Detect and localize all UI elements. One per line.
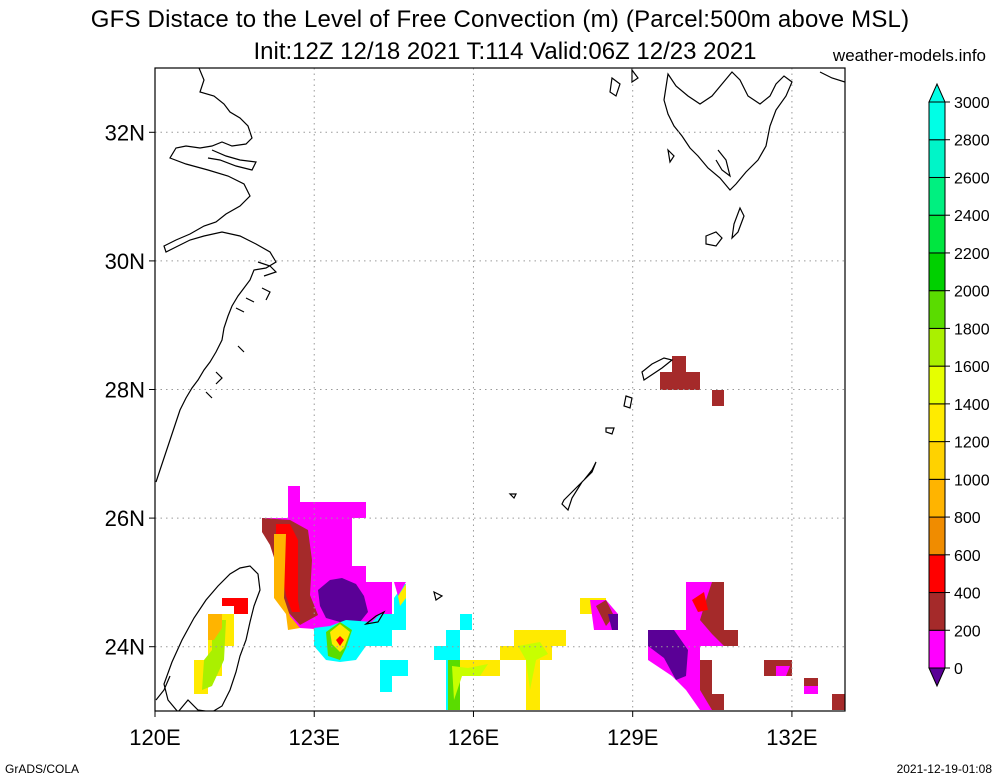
coastline-shikoku-fragment xyxy=(819,71,845,83)
colorbar-label: 2200 xyxy=(954,246,990,263)
colorbar-label: 2000 xyxy=(954,284,990,301)
tick-label-lat: 24N xyxy=(105,635,145,660)
field-patch-purple-main xyxy=(318,578,368,622)
field-patch-brown-28n xyxy=(660,356,700,390)
colorbar-label: 200 xyxy=(954,623,981,640)
field-patch-magenta-132b xyxy=(804,686,818,694)
tick-label-lat: 28N xyxy=(105,378,145,403)
colorbar-label: 1000 xyxy=(954,472,990,489)
field-patch-green-tw xyxy=(202,620,226,690)
colorbar-label: 0 xyxy=(954,661,963,678)
axes: 120E 123E 126E 129E 132E 24N 26N 28N 30N 32N xyxy=(105,120,818,750)
map-frame xyxy=(154,67,846,712)
tick-label-lat: 32N xyxy=(105,120,145,145)
field-patch-purple-128 xyxy=(608,614,618,630)
coastline-islet-2 xyxy=(605,427,615,435)
tick-label-lon: 132E xyxy=(766,725,817,750)
colorbar-segment xyxy=(928,101,946,141)
colorbar-segment xyxy=(928,592,946,631)
tick-label-lon: 129E xyxy=(607,725,658,750)
field-patch-brown-132b xyxy=(804,678,818,686)
field-layer xyxy=(194,356,845,710)
map-title: GFS Distace to the Level of Free Convect… xyxy=(90,6,910,33)
field-patch-brown-28n-b xyxy=(712,390,724,406)
field-patch-magenta-diag xyxy=(394,582,406,596)
field-patch-brown-130b xyxy=(700,660,724,710)
tick-label-lon: 126E xyxy=(448,725,499,750)
colorbar-label: 2400 xyxy=(954,208,990,225)
field-patch-orange-main xyxy=(274,534,300,630)
colorbar-label: 2600 xyxy=(954,170,990,187)
colorbar-label: 1400 xyxy=(954,397,990,414)
colorbar-segment xyxy=(928,327,946,367)
coastline-islet-1 xyxy=(508,493,517,500)
coastline-yakushima xyxy=(705,231,723,247)
tick-label-lon: 120E xyxy=(129,725,180,750)
colorbar-segment xyxy=(928,252,946,292)
colorbar-segment xyxy=(928,290,946,329)
coastline-tanegashima xyxy=(731,206,745,240)
field-patch-lime-east xyxy=(518,642,548,690)
colorbar-label: 1800 xyxy=(954,321,990,338)
coastline-goto xyxy=(609,68,639,97)
footer-timestamp: 2021-12-19-01:08 xyxy=(896,762,992,776)
colorbar-label: 3000 xyxy=(954,95,990,112)
coastline-islet-3 xyxy=(623,395,633,409)
coastline-china-north xyxy=(155,68,277,483)
colorbar-segment xyxy=(928,139,946,178)
colorbar-segment xyxy=(928,214,946,254)
coastline-kyushu xyxy=(663,71,793,191)
field-patch-magenta-132 xyxy=(776,666,790,676)
coastline-koshiki xyxy=(667,148,675,164)
colorbar-segment xyxy=(928,554,946,594)
coastline-okinawa xyxy=(561,461,597,512)
colorbar-label: 600 xyxy=(954,548,981,565)
coastline-zhejiang-islands xyxy=(205,261,278,399)
colorbar: 0 200 400 600 800 1000 1200 1400 1600 1800 2000 220… xyxy=(928,82,990,688)
colorbar-segment xyxy=(928,176,946,216)
coastline-layer xyxy=(155,68,845,711)
coastline-china-south xyxy=(155,675,171,701)
field-patch-orange-tw xyxy=(208,614,222,640)
coastline-kyushu-bay xyxy=(715,149,731,178)
field-patch-purple-130 xyxy=(648,630,688,680)
colorbar-segment xyxy=(928,629,946,669)
coastline-yangtze xyxy=(207,149,257,171)
field-patch-red-tw xyxy=(222,598,248,614)
coastline-taiwan xyxy=(163,565,261,711)
field-patch-lime-south xyxy=(452,664,488,700)
colorbar-label: 1200 xyxy=(954,435,990,452)
tick-label-lat: 30N xyxy=(105,249,145,274)
tick-label-lon: 123E xyxy=(289,725,340,750)
colorbar-segment xyxy=(928,403,946,443)
field-patch-brown-133 xyxy=(832,694,845,710)
coastline-amami xyxy=(641,357,674,381)
map-subtitle: Init:12Z 12/18 2021 T:114 Valid:06Z 12/2… xyxy=(253,38,757,65)
field-patch-brown-130 xyxy=(700,582,738,646)
colorbar-label: 800 xyxy=(954,510,981,527)
coastline-islet-5 xyxy=(363,610,386,625)
colorbar-segment xyxy=(928,365,946,405)
field-patch-red-130 xyxy=(692,592,708,612)
colorbar-label: 400 xyxy=(954,586,981,603)
field-patch-cyan-south xyxy=(434,614,472,660)
colorbar-segment xyxy=(928,441,946,480)
colorbar-label: 1600 xyxy=(954,359,990,376)
credit-label: weather-models.info xyxy=(832,46,986,65)
colorbar-label: 2800 xyxy=(954,133,990,150)
field-patch-red-dot xyxy=(336,636,344,646)
field-patch-yellow-diag xyxy=(398,584,406,606)
colorbar-low-arrow xyxy=(928,667,946,688)
colorbar-high-arrow xyxy=(928,82,946,103)
coastline-islet-4 xyxy=(433,590,444,601)
colorbar-segment xyxy=(928,478,946,518)
tick-label-lat: 26N xyxy=(105,506,145,531)
footer-software: GrADS/COLA xyxy=(5,762,80,776)
graticule xyxy=(155,68,845,711)
colorbar-segment xyxy=(928,516,946,556)
